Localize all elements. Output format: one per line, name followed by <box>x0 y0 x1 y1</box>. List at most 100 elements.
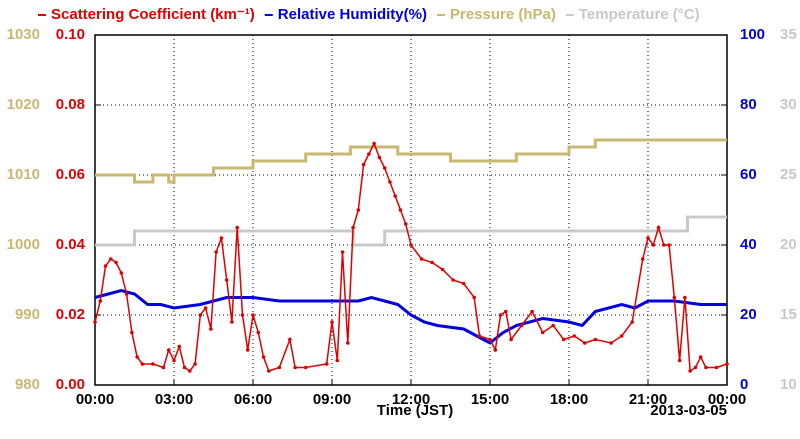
y3-tick-label: 980 <box>15 376 40 393</box>
legend-label: Pressure (hPa) <box>450 6 556 23</box>
data-point <box>130 330 134 335</box>
data-point <box>498 313 503 317</box>
data-point <box>403 222 408 226</box>
y2-tick-label: 100 <box>740 26 765 43</box>
data-point <box>224 278 229 282</box>
x-tick-label: 00:00 <box>76 391 114 408</box>
data-point <box>530 309 534 314</box>
data-point <box>151 362 155 366</box>
data-point <box>504 309 508 314</box>
data-point <box>646 236 650 240</box>
legend-label: Relative Humidity(%) <box>278 6 427 23</box>
data-point <box>351 225 355 230</box>
data-point <box>256 330 261 335</box>
data-point <box>114 260 118 265</box>
data-point <box>388 180 392 184</box>
y-tick-label: 0.00 <box>56 376 85 393</box>
legend-label: Scattering Coefficient (km⁻¹) <box>51 6 255 23</box>
data-point <box>640 257 645 261</box>
y3-tick-label: 1020 <box>7 96 40 113</box>
series-line <box>94 141 728 373</box>
x-tick-label: 09:00 <box>313 391 351 408</box>
x-tick-label: 12:00 <box>392 391 430 408</box>
data-point <box>509 337 513 342</box>
data-point <box>98 299 103 303</box>
data-point <box>688 369 692 373</box>
y-tick-label: 0.04 <box>56 236 86 253</box>
data-point <box>488 337 492 342</box>
x-axis-label: Time (JST) <box>377 402 453 419</box>
data-point <box>398 208 403 212</box>
data-point <box>551 323 555 328</box>
data-point <box>277 365 282 370</box>
data-point <box>240 313 245 317</box>
y2-tick-label: 0 <box>740 376 748 393</box>
y2-tick-label: 20 <box>740 306 757 323</box>
y-tick-label: 0.06 <box>56 166 85 183</box>
data-point <box>251 313 255 317</box>
data-point <box>725 362 729 366</box>
data-point <box>540 330 545 335</box>
data-point <box>393 194 398 198</box>
data-point <box>451 278 455 282</box>
data-point <box>461 281 466 286</box>
data-point <box>662 243 666 247</box>
y4-tick-label: 20 <box>780 236 797 253</box>
data-point <box>235 225 239 230</box>
data-point <box>561 337 566 342</box>
data-point <box>472 295 477 300</box>
data-point <box>419 257 424 261</box>
series-line <box>95 215 727 247</box>
data-point <box>188 369 192 373</box>
data-point <box>430 260 434 265</box>
x-tick-label: 18:00 <box>550 391 588 408</box>
data-point <box>166 348 171 352</box>
date-label: 2013-03-05 <box>650 402 727 419</box>
data-point <box>583 341 587 345</box>
data-point <box>177 344 182 349</box>
legend-label: Temperature (°C) <box>579 6 700 23</box>
y2-tick-label: 40 <box>740 236 757 253</box>
data-point <box>477 334 482 338</box>
data-point <box>182 365 187 370</box>
data-point <box>109 257 113 261</box>
data-point <box>124 292 129 296</box>
data-point <box>93 320 97 324</box>
y4-tick-label: 25 <box>780 166 797 183</box>
y2-tick-label: 80 <box>740 96 757 113</box>
data-point <box>704 365 708 370</box>
y4-tick-label: 30 <box>780 96 797 113</box>
data-point <box>356 208 361 212</box>
data-point <box>372 141 376 146</box>
data-point <box>203 306 208 310</box>
data-point <box>651 243 656 247</box>
data-point <box>330 320 334 324</box>
data-point <box>335 358 340 363</box>
y-tick-label: 0.02 <box>56 306 85 323</box>
data-point <box>714 365 719 370</box>
data-point <box>324 362 329 366</box>
y4-tick-label: 15 <box>780 306 797 323</box>
x-tick-label: 15:00 <box>471 391 509 408</box>
data-point <box>288 337 292 342</box>
y2-tick-label: 60 <box>740 166 757 183</box>
data-point <box>340 250 345 254</box>
y3-tick-label: 1010 <box>7 166 40 183</box>
data-point <box>656 225 661 230</box>
plot-frame <box>94 34 728 386</box>
data-point <box>693 365 698 370</box>
data-point <box>367 152 371 156</box>
x-tick-label: 06:00 <box>234 391 272 408</box>
data-point <box>119 271 124 275</box>
data-point <box>214 250 218 254</box>
data-point <box>346 341 350 345</box>
x-tick-label: 03:00 <box>155 391 193 408</box>
y-tick-label: 0.10 <box>56 26 85 43</box>
data-point <box>519 323 524 328</box>
data-point <box>593 337 598 342</box>
data-point <box>245 348 250 352</box>
data-point <box>677 358 682 363</box>
data-point <box>198 313 203 317</box>
data-point <box>293 365 297 370</box>
data-point <box>172 358 176 363</box>
